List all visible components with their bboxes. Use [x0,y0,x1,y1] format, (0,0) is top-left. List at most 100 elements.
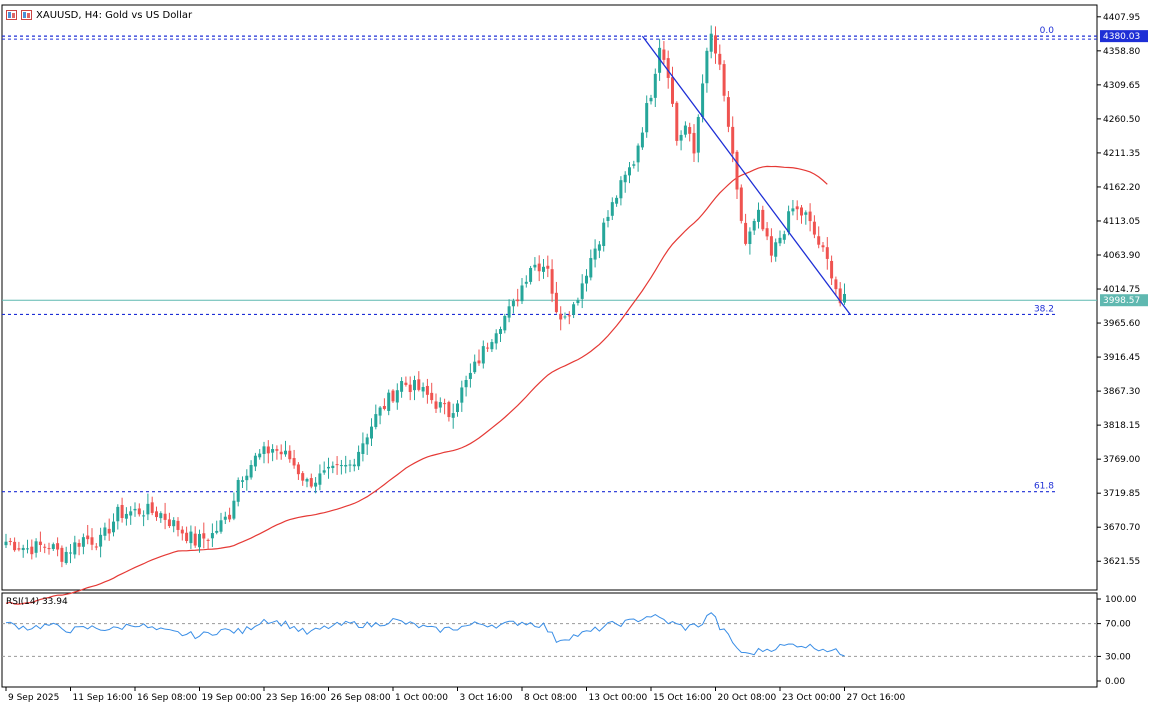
candle-body [391,390,395,402]
candle-body [275,449,279,451]
price-tick-label: 4309.65 [1103,81,1140,91]
candle-body [249,464,253,478]
rsi-tick-label: 0.00 [1105,677,1125,687]
candle-body [640,132,644,148]
candle-body [382,406,386,409]
candle-body [748,231,752,245]
price-tick-label: 4014.75 [1103,285,1140,295]
candle-body [404,382,408,385]
candle-body [722,64,726,96]
time-tick-label: 19 Sep 00:00 [202,693,262,703]
candle-body [585,275,588,284]
price-tick-label: 3769.00 [1103,455,1140,465]
time-tick-label: 20 Oct 08:00 [718,693,777,703]
candle-body [451,413,455,418]
candle-body [94,546,98,548]
candle-body [309,478,313,487]
candle-body [38,541,42,546]
candle-body [210,533,214,539]
candle-body [524,281,528,284]
rsi-pane-frame [1,592,1098,688]
candle-body [64,551,68,563]
time-tick-label: 13 Oct 00:00 [589,693,648,703]
candle-body [464,379,468,388]
candle-body [137,508,141,515]
candle-body [408,384,412,393]
time-tick-label: 23 Sep 16:00 [266,693,326,703]
current-price-box [1100,294,1148,307]
indicator-icon[interactable] [21,10,32,20]
candle-body [262,446,266,454]
candle-body [34,541,38,553]
candle-body [597,244,601,251]
candle-body [180,529,184,534]
candle-body [434,401,438,409]
candle-body [554,292,558,313]
candle-body [503,315,507,331]
candle-body [769,236,773,256]
candle-body [318,473,322,485]
candle-body [443,403,447,405]
candle-body [645,103,649,133]
candle-body [821,245,825,248]
candle-body [830,260,834,279]
candle-body [456,403,459,413]
candle-body [709,33,713,52]
candle-body [236,479,240,502]
candle-body [529,267,533,282]
candle-body [292,458,296,466]
candle-body [580,283,584,299]
candle-body [223,516,227,520]
candle-body [150,502,154,513]
candle-body [666,58,670,78]
candle-body [43,546,47,548]
candle-body [120,504,124,519]
candle-body [658,47,662,73]
candle-body [421,387,425,392]
price-tick-label: 3916.45 [1103,353,1140,363]
candle-body [198,533,201,548]
candle-body [258,453,262,458]
candle-body [112,521,115,533]
candle-body [271,449,275,453]
candle-body [825,247,829,259]
price-tick-label: 4358.80 [1103,47,1140,57]
candle-body [671,77,674,104]
candle-body [739,187,743,221]
candle-body [124,513,128,519]
candle-body [447,402,451,418]
fib-level-label: 38.2 [1034,304,1054,314]
candle-body [481,346,485,364]
candle-body [370,426,373,439]
candle-body [490,342,494,350]
candle-body [26,548,29,550]
candle-body [679,134,683,141]
candle-body [537,263,541,272]
candle-body [348,464,352,466]
candle-body [17,548,21,550]
candle-body [718,53,722,65]
price-tick-label: 4063.90 [1103,251,1140,261]
fib-level-label: 0.0 [1040,26,1055,36]
candle-body [327,466,330,469]
candle-body [610,202,614,216]
candle-body [507,306,511,318]
chart-header: XAUUSD, H4: Gold vs US Dollar [6,8,192,22]
candle-body [284,450,287,455]
candle-body [8,540,12,542]
current-price-label: 3998.57 [1103,296,1140,306]
candle-body [752,221,756,231]
candle-body [757,209,760,222]
candle-body [619,180,623,199]
candle-body [206,539,210,541]
price-tick-label: 3965.60 [1103,319,1140,329]
candle-body [602,222,606,246]
candle-body [589,258,593,278]
candle-body [81,537,85,547]
chart-type-icon[interactable] [6,10,17,20]
candle-body [331,465,335,469]
candle-body [800,207,803,216]
candle-body [520,285,524,302]
candle-body [460,387,464,403]
